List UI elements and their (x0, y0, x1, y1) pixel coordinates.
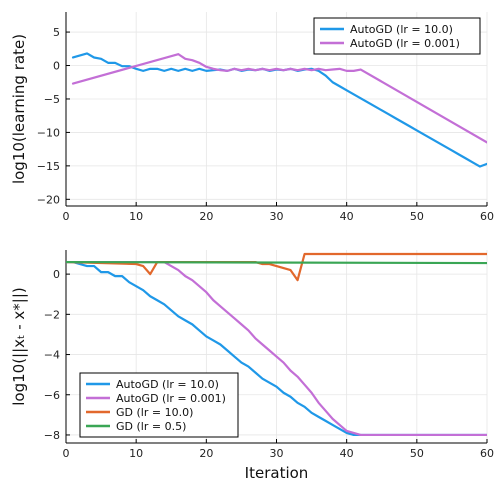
y-tick-label: −4 (44, 349, 60, 362)
legend: AutoGD (lr = 10.0)AutoGD (lr = 0.001) (313, 17, 481, 55)
series-line-2 (71, 53, 487, 144)
y-axis-title: log10(learning rate) (10, 34, 28, 184)
x-tick-label: 30 (270, 447, 284, 460)
x-tick-label: 40 (340, 210, 354, 223)
legend-label: AutoGD (lr = 0.001) (116, 392, 226, 405)
x-tick-label: 20 (199, 210, 213, 223)
legend-box (313, 17, 481, 55)
y-axis-title: log10(||xₜ - x*||) (10, 287, 28, 406)
y-tick-label: 5 (53, 26, 60, 39)
y-tick-label: −10 (37, 126, 60, 139)
x-tick-label: 0 (63, 210, 70, 223)
x-tick-label: 10 (129, 210, 143, 223)
legend: AutoGD (lr = 10.0)AutoGD (lr = 0.001)GD … (79, 372, 239, 438)
y-tick-label: −20 (37, 193, 60, 206)
x-tick-label: 60 (480, 447, 494, 460)
legend-label: GD (lr = 10.0) (116, 406, 193, 419)
series-line-1 (66, 260, 487, 437)
legend-label: AutoGD (lr = 10.0) (350, 23, 453, 36)
y-tick-label: −6 (44, 389, 60, 402)
y-tick-label: 0 (53, 60, 60, 73)
y-tick-label: −15 (37, 160, 60, 173)
series-group (66, 252, 487, 437)
series-line-2 (66, 260, 487, 437)
series-line-4 (66, 260, 487, 265)
x-tick-label: 20 (199, 447, 213, 460)
y-tick-label: −5 (44, 93, 60, 106)
legend-label: AutoGD (lr = 10.0) (116, 378, 219, 391)
x-axis-title: Iteration (245, 464, 309, 482)
series-group (71, 52, 487, 168)
legend-label: AutoGD (lr = 0.001) (350, 37, 460, 50)
y-tick-label: −2 (44, 308, 60, 321)
panel-2: 0 10 20 30 40 50 60 0 −2 −4 −6 −8 log10(||xₜ - x*||)… (10, 250, 494, 482)
legend-label: GD (lr = 0.5) (116, 420, 186, 433)
x-tick-label: 40 (340, 447, 354, 460)
y-tick-label: −8 (44, 429, 60, 442)
x-tick-label: 60 (480, 210, 494, 223)
panel-1: 0 10 20 30 40 50 6050−5−10−15−20log10(learning… (10, 12, 494, 223)
y-tick-label: 0 (53, 268, 60, 281)
x-tick-label: 30 (270, 210, 284, 223)
x-tick-label: 10 (129, 447, 143, 460)
x-tick-label: 50 (410, 447, 424, 460)
x-tick-label: 50 (410, 210, 424, 223)
x-tick-label: 0 (63, 447, 70, 460)
